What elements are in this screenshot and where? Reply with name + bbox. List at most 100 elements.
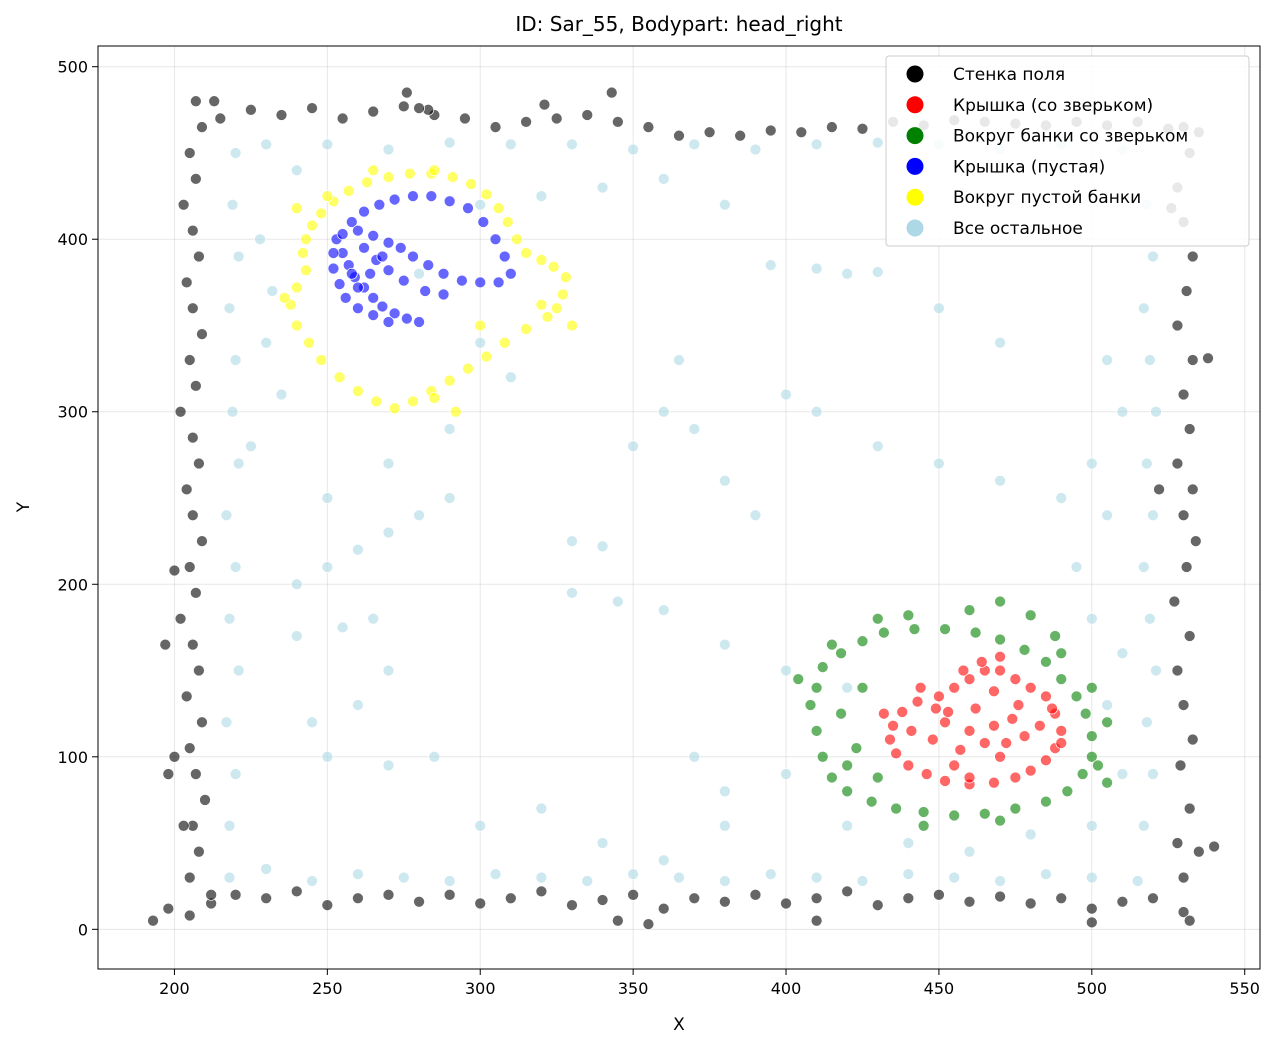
data-point — [147, 914, 159, 927]
data-point — [1171, 319, 1184, 332]
data-point — [871, 612, 884, 625]
data-point — [719, 198, 731, 211]
data-point — [196, 121, 208, 133]
data-point — [1186, 354, 1199, 366]
data-point — [1116, 895, 1129, 908]
data-point — [963, 604, 976, 617]
data-point — [1177, 388, 1190, 401]
data-point — [657, 405, 670, 418]
data-point — [535, 802, 548, 815]
data-point — [321, 561, 334, 573]
data-point — [566, 899, 578, 912]
data-point — [1147, 892, 1159, 905]
data-point — [443, 888, 456, 901]
data-point — [382, 171, 395, 183]
data-point — [1150, 405, 1162, 418]
x-tick-label: 300 — [465, 979, 496, 998]
data-point — [1009, 771, 1022, 784]
data-point — [611, 595, 624, 608]
data-point — [688, 138, 701, 151]
data-point — [1171, 837, 1184, 849]
y-axis-label: Y — [14, 501, 34, 513]
data-point — [1101, 699, 1113, 711]
data-point — [719, 474, 731, 487]
data-point — [306, 875, 318, 887]
data-point — [1055, 673, 1068, 686]
data-point — [290, 319, 303, 332]
data-point — [920, 768, 933, 780]
data-point — [177, 198, 190, 211]
data-point — [1085, 916, 1098, 929]
x-axis-label: X — [673, 1015, 685, 1035]
data-point — [1137, 819, 1150, 832]
data-point — [367, 612, 380, 625]
data-point — [382, 888, 395, 901]
data-point — [963, 845, 976, 858]
data-point — [1024, 828, 1037, 841]
data-point — [550, 112, 563, 125]
data-point — [948, 871, 961, 884]
data-point — [535, 254, 548, 266]
legend-marker — [906, 127, 924, 145]
data-point — [290, 281, 303, 294]
series-group — [878, 650, 1068, 791]
data-point — [400, 86, 413, 99]
data-point — [520, 116, 532, 128]
data-point — [193, 250, 205, 263]
data-point — [566, 319, 578, 332]
data-point — [1000, 737, 1013, 749]
data-point — [1006, 712, 1019, 725]
data-point — [443, 195, 456, 208]
data-point — [290, 885, 303, 898]
data-point — [367, 229, 380, 242]
data-point — [443, 875, 456, 887]
data-point — [902, 892, 915, 905]
data-point — [474, 198, 487, 211]
data-point — [474, 819, 487, 832]
data-point — [841, 885, 854, 898]
data-point — [462, 362, 474, 375]
series-group — [792, 595, 1113, 832]
data-point — [1024, 609, 1037, 622]
data-point — [498, 336, 511, 349]
data-point — [547, 260, 560, 273]
data-point — [352, 385, 364, 397]
data-point — [642, 121, 655, 133]
data-point — [1046, 702, 1058, 715]
data-point — [404, 167, 416, 180]
data-point — [841, 759, 854, 772]
data-point — [290, 202, 303, 215]
y-tick-label: 300 — [57, 403, 88, 422]
data-point — [1076, 768, 1089, 780]
data-point — [1061, 785, 1074, 798]
data-point — [994, 633, 1006, 646]
legend-items: Стенка поля Крышка (со зверьком) Вокруг ба… — [906, 65, 1188, 239]
data-point — [1012, 699, 1025, 711]
data-point — [856, 122, 869, 135]
data-point — [413, 895, 425, 908]
data-point — [994, 814, 1006, 827]
data-point — [611, 914, 624, 927]
data-point — [780, 768, 792, 780]
legend-label: Крышка (пустая) — [953, 157, 1105, 177]
data-point — [321, 190, 334, 202]
data-point — [1153, 483, 1165, 496]
data-point — [957, 664, 970, 677]
data-point — [535, 871, 548, 884]
data-point — [914, 681, 927, 694]
data-point — [627, 868, 639, 880]
data-point — [994, 750, 1006, 763]
data-point — [1189, 535, 1202, 547]
data-point — [871, 136, 884, 149]
data-point — [688, 423, 701, 435]
data-point — [566, 587, 578, 599]
data-point — [459, 112, 471, 125]
data-point — [223, 612, 236, 625]
data-point — [373, 198, 386, 211]
series-group — [327, 190, 517, 328]
data-point — [352, 281, 364, 294]
data-point — [1168, 595, 1181, 608]
data-point — [266, 285, 279, 297]
data-point — [816, 750, 829, 763]
data-point — [1055, 892, 1068, 905]
